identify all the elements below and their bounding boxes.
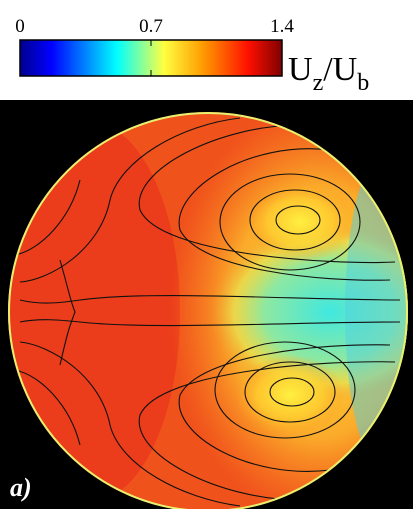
label-part: /U [323, 51, 357, 88]
colorbar-tick-label: 1.4 [270, 16, 294, 37]
figure: 0 0.7 1.4 Uz/Ub a) [0, 0, 413, 509]
panel-label: a) [10, 473, 32, 502]
colorbar-tick-label: 0 [15, 16, 25, 37]
colorbar-label: Uz/Ub [288, 51, 369, 96]
label-part: U [288, 51, 313, 88]
label-part: b [357, 70, 369, 96]
label-part: z [313, 70, 324, 96]
colorbar-tick-label: 0.7 [139, 16, 163, 37]
